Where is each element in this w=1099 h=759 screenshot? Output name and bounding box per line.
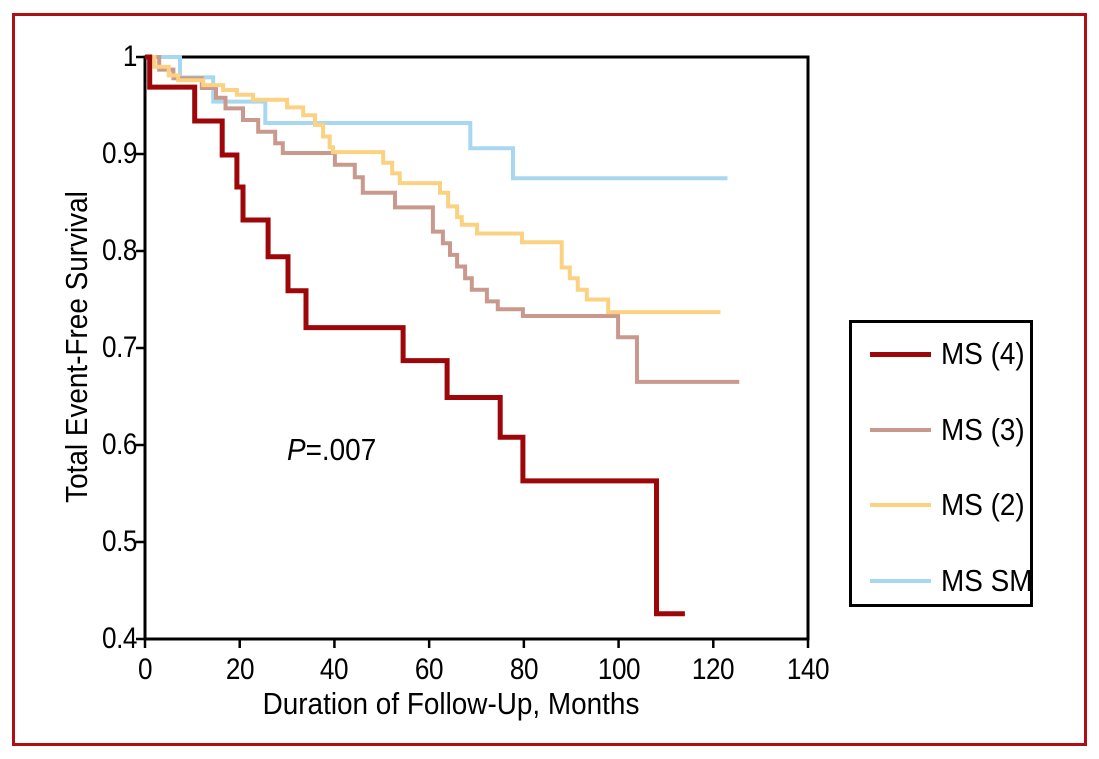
legend-item: MS (4) (852, 336, 1030, 371)
x-axis-title: Duration of Follow-Up, Months (262, 686, 640, 721)
p-value-text: =.007 (305, 432, 377, 467)
legend-label: MS (3) (941, 411, 1025, 447)
legend-item: MS (3) (852, 411, 1030, 447)
x-tick-label: 60 (415, 653, 444, 686)
legend-swatch (870, 578, 931, 583)
y-axis-title: Total Event-Free Survival (59, 191, 94, 503)
legend-swatch (870, 503, 931, 507)
x-tick-label: 140 (786, 653, 830, 686)
legend-swatch (870, 427, 931, 432)
plot-frame (143, 55, 810, 641)
x-tick-label: 40 (320, 653, 349, 686)
y-tick-label: 0.8 (102, 234, 137, 267)
y-tick-label: 0.6 (102, 428, 137, 461)
legend-item: MS (2) (852, 487, 1030, 522)
curve-ms-4 (145, 54, 685, 617)
legend-label: MS SM (941, 562, 1033, 598)
legend-box: MS (4) MS (3) MS (2) MS SM (849, 320, 1033, 607)
legend-label: MS (2) (941, 487, 1025, 522)
p-value-annotation: P=.007 (287, 432, 376, 468)
x-tick-label: 80 (509, 653, 539, 686)
y-tick-label: 0.7 (102, 331, 137, 364)
y-tick-label: 0.9 (102, 137, 137, 170)
legend-label: MS (4) (941, 336, 1025, 371)
y-tick-label: 0.5 (102, 525, 137, 558)
curve-ms-sm (145, 55, 728, 181)
legend-swatch (870, 351, 931, 357)
x-tick-label: 120 (692, 653, 735, 686)
y-tick-label: 0.4 (102, 622, 137, 655)
figure-border (12, 13, 1087, 746)
y-tick-label: 1 (122, 40, 138, 73)
p-value-symbol: P (287, 432, 306, 467)
curve-ms-3 (145, 55, 740, 384)
x-tick-label: 0 (137, 653, 153, 686)
curve-ms-2 (145, 55, 721, 315)
x-tick-label: 20 (225, 653, 255, 686)
x-tick-label: 100 (597, 653, 640, 686)
legend-item: MS SM (852, 562, 1033, 598)
